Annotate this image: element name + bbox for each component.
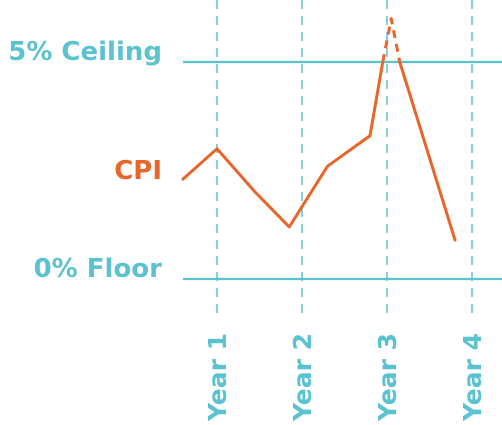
reference-lines [183,60,502,281]
tick-label-year-3: Year 3 [373,333,402,422]
reference-label-0-floor: 0% Floor [34,254,163,284]
reference-label-5-ceiling: 5% Ceiling [8,37,162,67]
year-gridlines [216,0,473,320]
cpi-line-above-ceiling [381,17,402,63]
left-labels: 5% Ceiling 0% Floor CPI [8,37,162,284]
series-label-cpi: CPI [114,156,162,186]
tick-label-year-2: Year 2 [288,333,317,422]
cpi-line-segment-1 [181,60,385,229]
year-tick-labels: Year 1 Year 2 Year 3 Year 4 [203,333,487,422]
tick-label-year-4: Year 4 [458,333,487,422]
tick-label-year-1: Year 1 [203,333,232,422]
cpi-series [181,17,457,242]
cpi-line-segment-2 [398,60,457,242]
